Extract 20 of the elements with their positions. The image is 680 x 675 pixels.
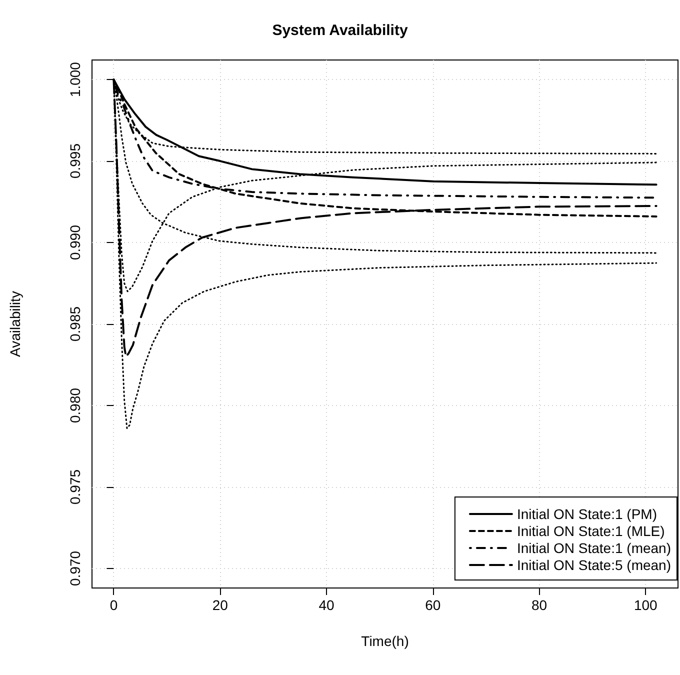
legend-label: Initial ON State:1 (PM) [516,506,657,522]
y-tick-label: 0.995 [67,143,83,179]
x-tick-label: 0 [110,597,118,613]
y-tick-label: 0.990 [67,224,83,260]
x-tick-label: 80 [531,597,548,613]
y-tick-label: 0.975 [67,469,83,504]
y-tick-label: 1.000 [67,62,83,98]
x-tick-label: 60 [425,597,441,613]
legend-label: Initial ON State:1 (mean) [516,540,671,556]
x-tick-label: 40 [318,597,334,613]
legend-label: Initial ON State:1 (MLE) [516,523,665,539]
y-tick-label: 0.980 [67,388,83,424]
x-tick-label: 100 [634,597,658,613]
chart-title: System Availability [272,22,408,39]
x-axis-title: Time(h) [361,633,409,649]
legend-label: Initial ON State:5 (mean) [516,557,671,573]
y-tick-label: 0.970 [67,550,83,586]
y-tick-label: 0.985 [67,306,83,342]
y-axis-title: Availability [7,291,23,357]
x-tick-label: 20 [212,597,228,613]
